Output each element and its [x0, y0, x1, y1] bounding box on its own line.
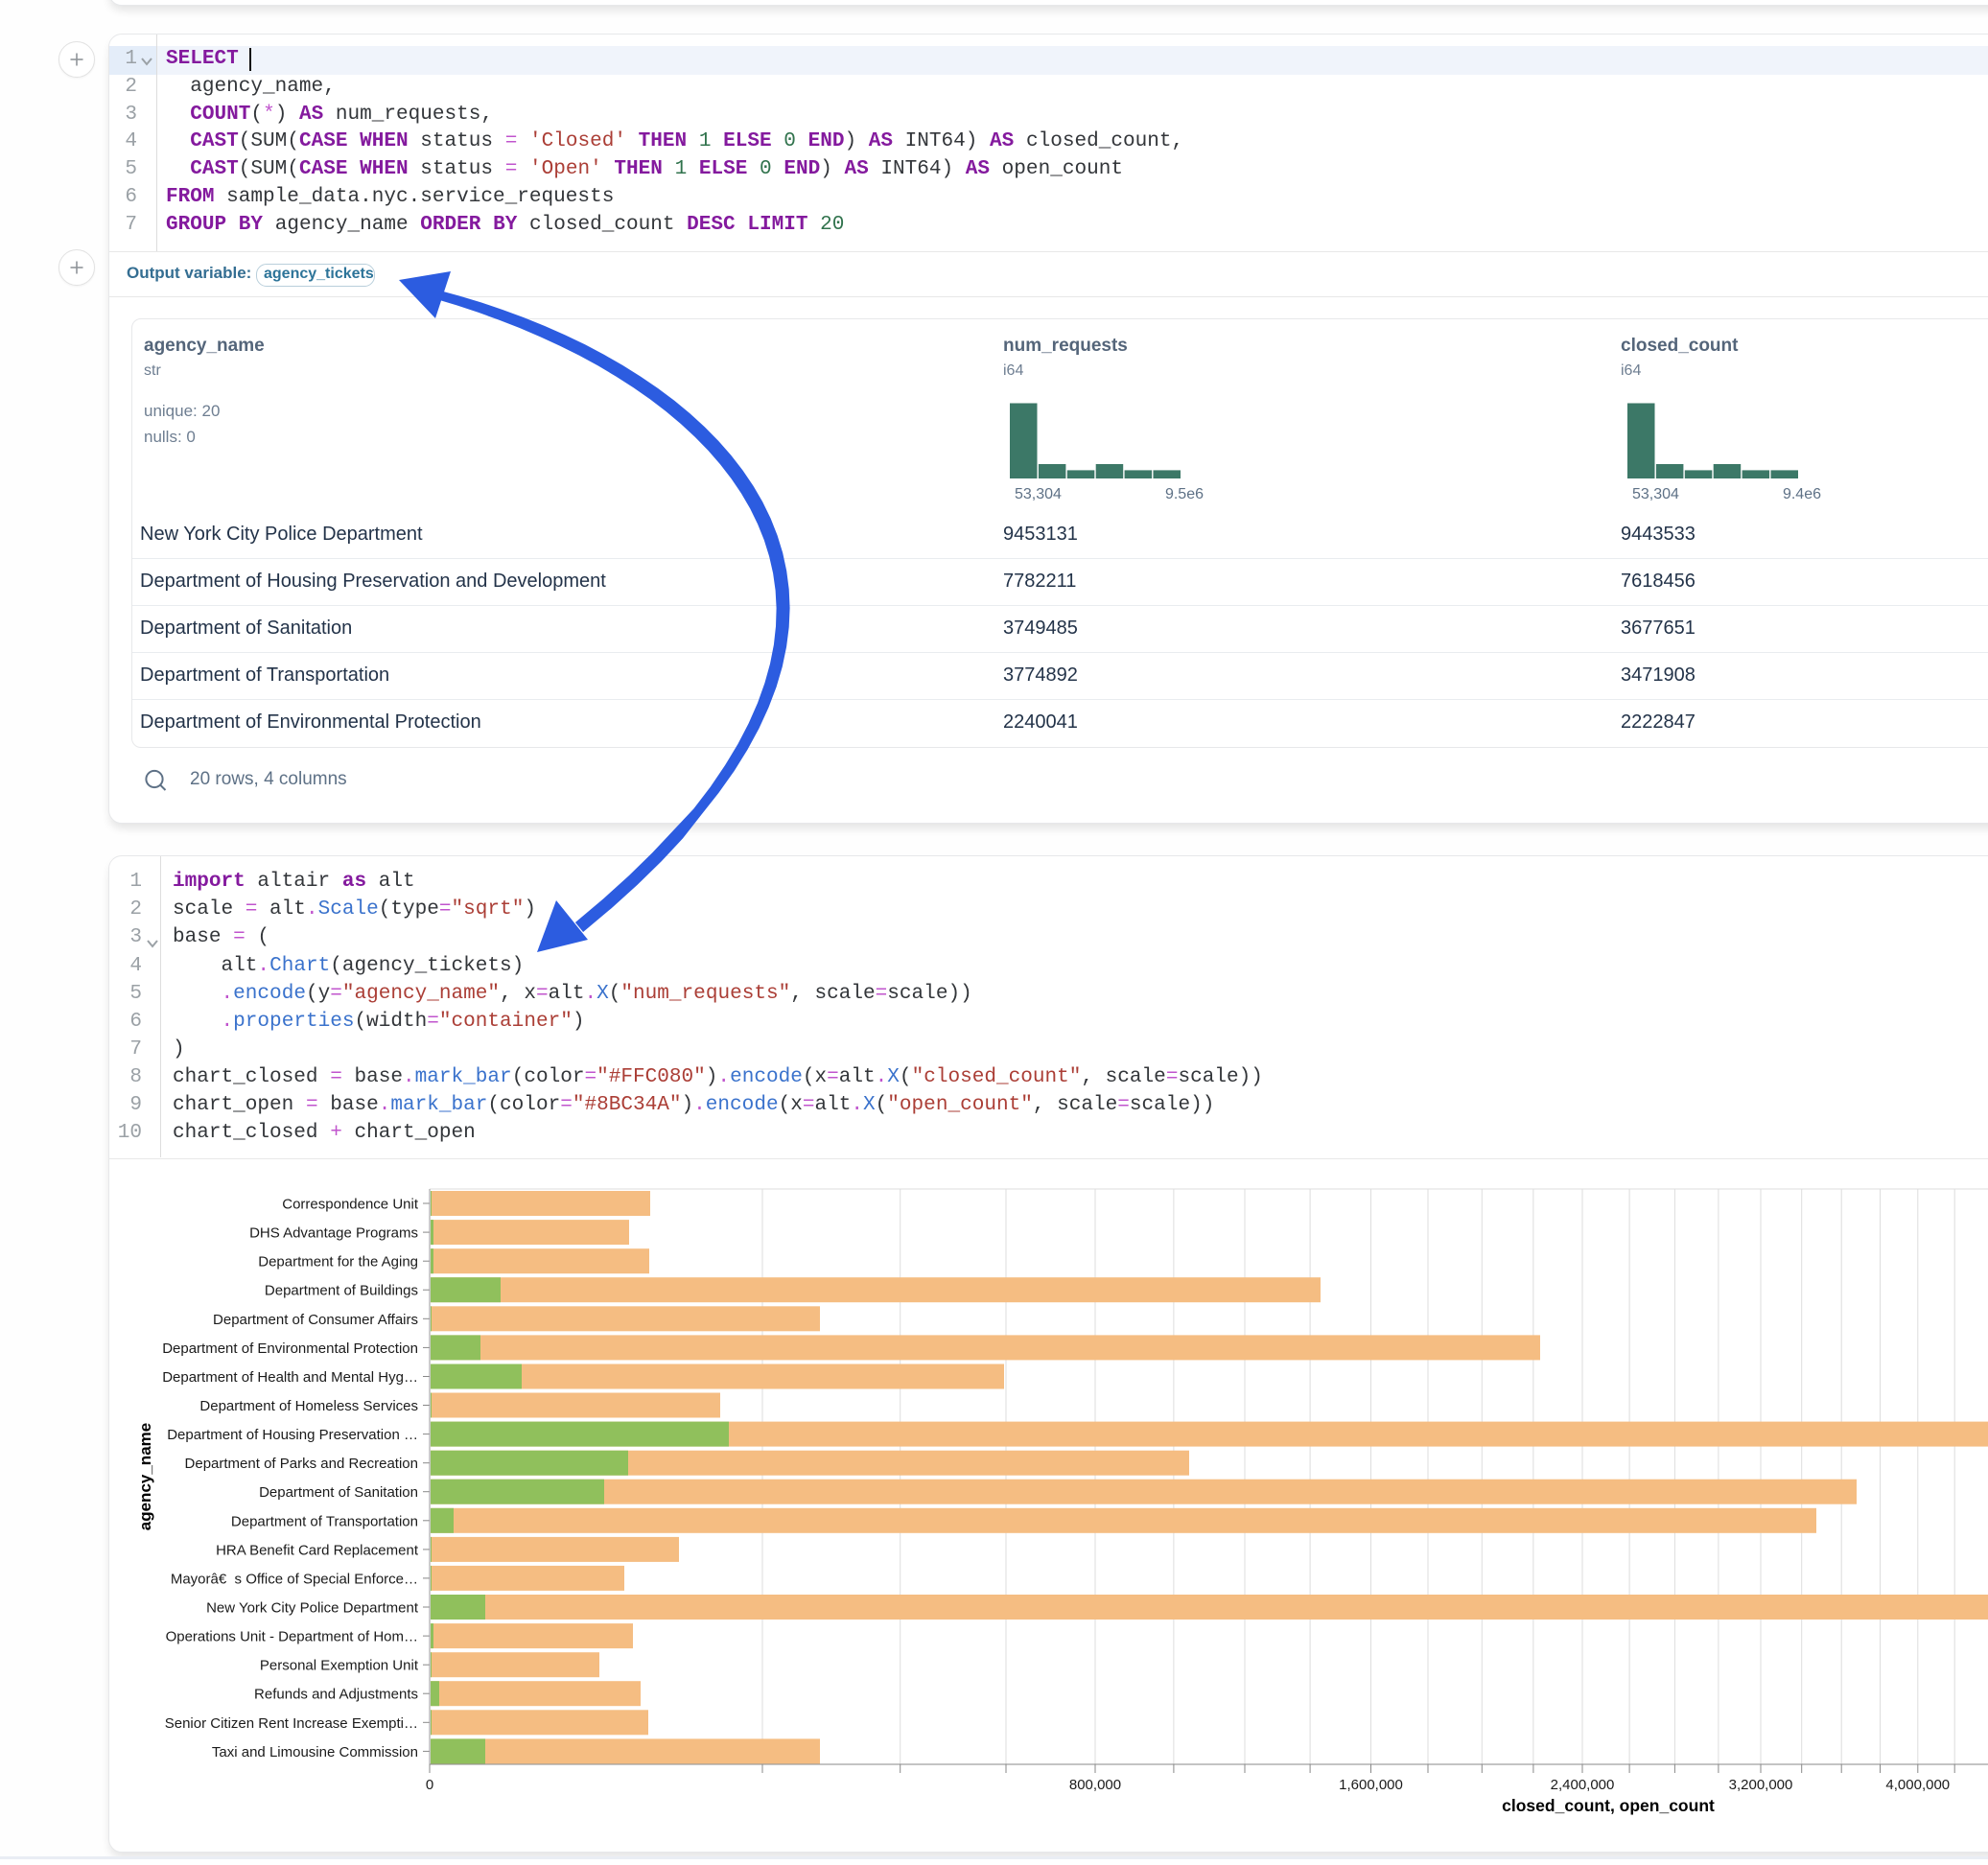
svg-text:Refunds and Adjustments: Refunds and Adjustments	[254, 1687, 418, 1703]
svg-text:0: 0	[426, 1777, 433, 1793]
svg-text:Department of Consumer Affairs: Department of Consumer Affairs	[213, 1312, 418, 1328]
svg-text:4,000,000: 4,000,000	[1885, 1777, 1950, 1793]
svg-text:3,200,000: 3,200,000	[1729, 1777, 1793, 1793]
svg-text:Taxi and Limousine Commission: Taxi and Limousine Commission	[212, 1744, 418, 1760]
svg-text:Department of Transportation: Department of Transportation	[231, 1513, 418, 1529]
svg-text:2,400,000: 2,400,000	[1551, 1777, 1615, 1793]
svg-text:Department of Buildings: Department of Buildings	[265, 1283, 418, 1299]
svg-text:1,600,000: 1,600,000	[1339, 1777, 1403, 1793]
svg-text:Department of Health and Menta: Department of Health and Mental Hyg…	[162, 1369, 418, 1386]
svg-text:800,000: 800,000	[1069, 1777, 1121, 1793]
svg-text:Personal Exemption Unit: Personal Exemption Unit	[260, 1658, 419, 1674]
svg-text:Department of Environmental Pr: Department of Environmental Protection	[162, 1340, 418, 1357]
svg-text:Department of Homeless Service: Department of Homeless Services	[199, 1398, 418, 1414]
svg-text:Department of Sanitation: Department of Sanitation	[259, 1484, 418, 1501]
svg-text:Department of Parks and Recrea: Department of Parks and Recreation	[185, 1456, 418, 1472]
svg-text:Correspondence Unit: Correspondence Unit	[282, 1197, 419, 1213]
svg-text:Operations Unit - Department o: Operations Unit - Department of Hom…	[166, 1629, 418, 1645]
svg-text:agency_name: agency_name	[136, 1423, 154, 1530]
svg-text:Department of Housing Preserva: Department of Housing Preservation …	[167, 1427, 418, 1443]
svg-text:closed_count, open_count: closed_count, open_count	[1502, 1796, 1715, 1815]
svg-text:Mayorâ€ s Office of Special E: Mayorâ€ s Office of Special Enforce…	[171, 1571, 418, 1587]
svg-text:DHS Advantage Programs: DHS Advantage Programs	[249, 1225, 418, 1242]
svg-text:HRA Benefit Card Replacement: HRA Benefit Card Replacement	[216, 1542, 419, 1558]
svg-text:Department for the Aging: Department for the Aging	[258, 1254, 418, 1271]
svg-text:Senior Citizen Rent Increase E: Senior Citizen Rent Increase Exempti…	[165, 1715, 418, 1732]
svg-text:New York City Police Departmen: New York City Police Department	[206, 1600, 419, 1617]
